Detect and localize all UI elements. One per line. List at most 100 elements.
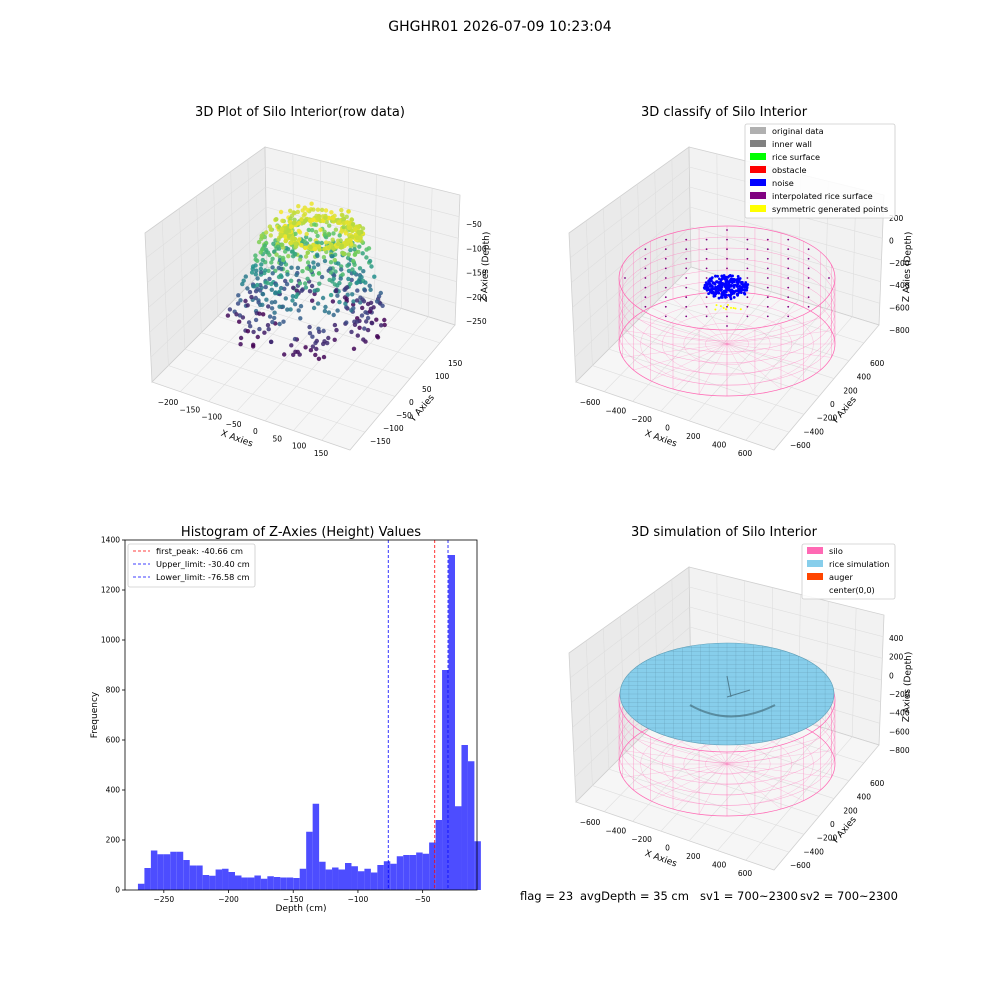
data-point <box>321 354 327 360</box>
data-point <box>277 321 282 327</box>
data-point <box>263 284 268 290</box>
interpolated-point <box>787 296 790 299</box>
data-point <box>255 282 260 288</box>
data-point <box>269 260 274 265</box>
data-point <box>356 229 361 235</box>
histogram-bar <box>163 854 171 890</box>
histogram-bar <box>247 877 255 890</box>
data-point <box>331 231 336 236</box>
silo-spoke <box>726 343 782 390</box>
data-point <box>315 262 321 267</box>
data-point <box>360 297 365 302</box>
interpolated-point <box>644 257 647 260</box>
histogram-bar <box>215 869 223 890</box>
z-tick-label: −200 <box>889 259 910 268</box>
panel-simulation-legend: silo rice simulation auger center(0,0) <box>801 543 896 600</box>
y-tick-label: 400 <box>857 793 872 802</box>
interpolated-point <box>746 257 749 260</box>
histogram-bar <box>202 875 210 890</box>
interpolated-point <box>664 315 667 318</box>
grid-line <box>145 166 266 259</box>
histogram-bar <box>370 872 378 890</box>
panel-classify-x-ticks: −600 −400 −200 0 200 400 600 <box>580 398 753 458</box>
grid-line <box>641 316 835 379</box>
data-point <box>339 267 344 272</box>
y-tick-label: 0 <box>115 886 120 895</box>
x-tick-label: −50 <box>415 895 431 904</box>
data-point <box>323 304 328 310</box>
y-tick-label: 1000 <box>101 636 120 645</box>
histogram-bar <box>280 877 287 890</box>
histogram-x-ticks: −250 −200 −150 −100 −50 <box>154 890 431 904</box>
data-point <box>268 233 273 238</box>
data-point <box>309 201 314 206</box>
interpolated-point <box>624 277 626 279</box>
data-point <box>369 321 375 326</box>
data-point <box>225 313 231 318</box>
data-point <box>299 288 304 293</box>
noise-point <box>727 280 731 284</box>
interpolated-point <box>685 305 688 308</box>
histogram-bar <box>254 875 261 890</box>
x-tick-label: −400 <box>606 407 627 416</box>
interpolated-point <box>766 305 769 308</box>
data-point <box>293 241 298 246</box>
data-point <box>251 329 256 335</box>
grid-line <box>265 186 459 239</box>
data-point <box>278 261 284 267</box>
data-point <box>248 324 253 329</box>
histogram-bar <box>176 851 184 890</box>
data-point <box>326 232 332 237</box>
legend-swatch <box>750 179 766 186</box>
histogram-bar <box>396 856 404 890</box>
data-point <box>305 207 310 212</box>
data-point <box>270 265 275 270</box>
histogram-bar <box>461 745 468 890</box>
grid-line <box>717 728 826 851</box>
interpolated-point <box>726 267 728 270</box>
data-point <box>300 208 305 213</box>
interpolated-point <box>807 296 810 299</box>
data-point <box>303 281 308 286</box>
grid-line <box>148 206 267 308</box>
data-point <box>344 305 349 310</box>
data-point <box>326 244 332 250</box>
histogram-bar <box>403 855 410 890</box>
data-point <box>264 247 269 253</box>
histogram-bar <box>377 865 384 890</box>
interpolated-point <box>746 296 749 299</box>
data-point <box>307 324 312 330</box>
data-point <box>362 288 368 293</box>
interpolated-point <box>746 277 749 279</box>
data-point <box>308 244 313 250</box>
data-point <box>227 307 233 312</box>
y-tick-label: 400 <box>857 373 872 382</box>
legend-label: center(0,0) <box>829 585 875 595</box>
data-point <box>315 253 320 259</box>
data-point <box>280 242 285 247</box>
data-point <box>285 307 290 312</box>
data-point <box>355 288 360 293</box>
noise-point <box>709 290 712 294</box>
panel-simulation: 3D simulation of Silo Interior −600−400−… <box>568 525 914 878</box>
interpolated-point <box>787 267 790 270</box>
data-point <box>286 254 291 259</box>
noise-point <box>706 284 709 288</box>
data-point <box>234 312 239 317</box>
data-point <box>318 227 323 232</box>
z-tick-label: −600 <box>889 304 910 313</box>
panel-simulation-x-ticks: −600 −400 −200 0 200 400 600 <box>580 818 753 878</box>
y-tick-label: 400 <box>106 786 121 795</box>
legend-label: rice simulation <box>829 559 889 569</box>
panel-classify-legend: original data inner wall rice surface obsta… <box>744 123 896 219</box>
data-point <box>357 266 363 271</box>
data-point <box>315 233 320 239</box>
data-point <box>270 256 275 261</box>
grid-line <box>168 365 366 433</box>
data-point <box>291 220 297 226</box>
interpolated-point <box>664 257 667 260</box>
data-point <box>255 334 260 340</box>
grid-line <box>572 206 691 308</box>
data-point <box>340 272 345 277</box>
data-point <box>294 272 299 278</box>
